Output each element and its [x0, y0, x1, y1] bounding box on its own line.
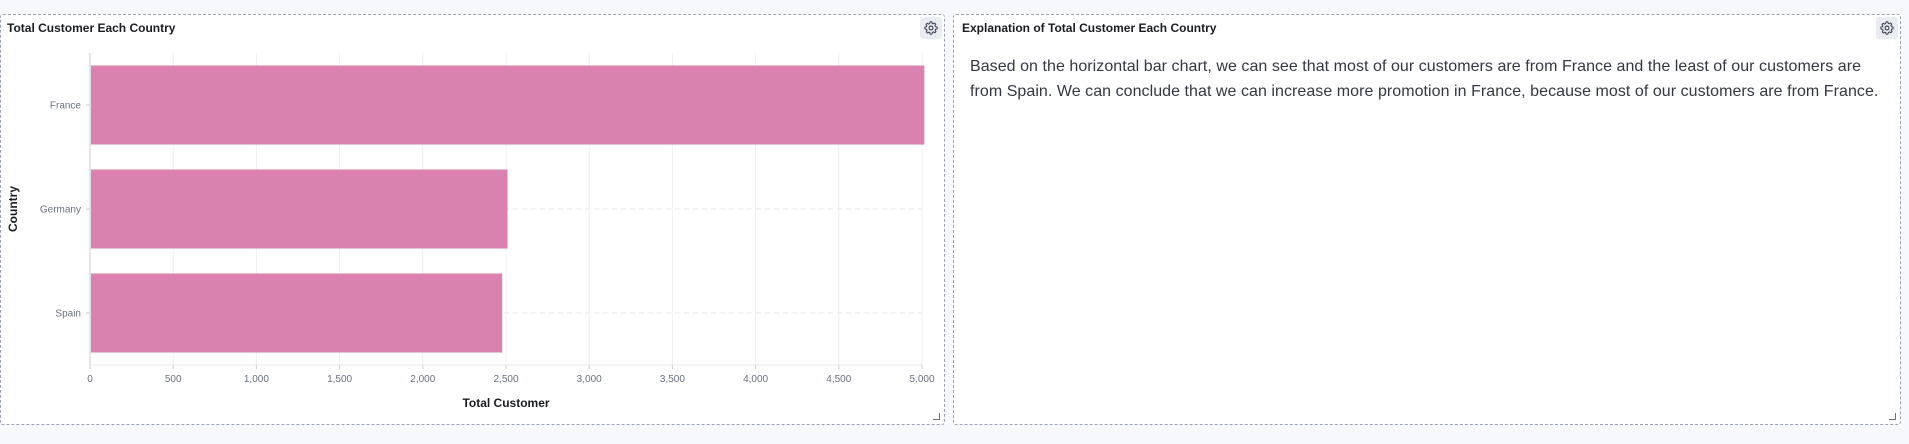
resize-handle-icon[interactable] — [933, 413, 940, 420]
x-tick-label: 4,500 — [826, 374, 851, 385]
explanation-panel: Explanation of Total Customer Each Count… — [953, 14, 1901, 425]
y-tick-label: Spain — [55, 309, 81, 320]
x-tick-label: 1,000 — [244, 374, 269, 385]
x-tick-label: 4,000 — [743, 374, 768, 385]
gear-icon — [924, 21, 938, 35]
x-tick-label: 3,000 — [577, 374, 602, 385]
gear-icon — [1880, 21, 1894, 35]
bar-chart: 0 500 1,000 1,500 2,000 2,500 3,000 3,500 4,000 4… — [6, 53, 935, 410]
y-tick-label: Germany — [40, 205, 81, 216]
x-tick-label: 500 — [165, 374, 182, 385]
x-tick-label: 2,000 — [410, 374, 435, 385]
y-tick-label: France — [50, 101, 82, 112]
bar-spain — [91, 273, 503, 353]
resize-handle-icon[interactable] — [1889, 413, 1896, 420]
bar-france — [91, 65, 925, 145]
explanation-text: Based on the horizontal bar chart, we ca… — [970, 58, 1879, 100]
panel-title: Total Customer Each Country — [7, 21, 176, 35]
x-tick-label: 3,500 — [660, 374, 685, 385]
chart-panel: Total Customer Each Country 0 500 1,000 1,5… — [0, 14, 945, 425]
y-axis-title: Country — [6, 186, 20, 232]
panel-title: Explanation of Total Customer Each Count… — [962, 21, 1217, 35]
x-tick-label: 0 — [87, 374, 93, 385]
bar-germany — [91, 169, 508, 249]
x-axis-title: Total Customer — [462, 396, 549, 410]
x-tick-label: 2,500 — [493, 374, 518, 385]
x-tick-label: 5,000 — [909, 374, 934, 385]
panel-options-button[interactable] — [1876, 17, 1898, 39]
x-tick-label: 1,500 — [327, 374, 352, 385]
panel-options-button[interactable] — [920, 17, 942, 39]
